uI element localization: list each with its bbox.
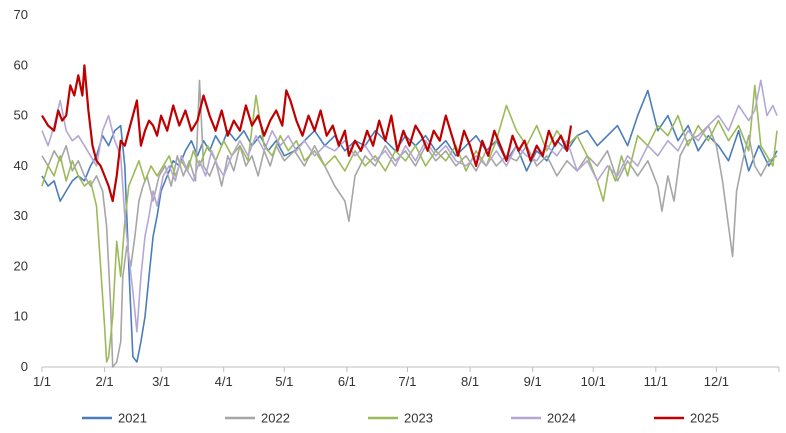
y-tick-label: 0 xyxy=(21,359,28,374)
x-tick-label: 1/1 xyxy=(33,374,51,389)
x-tick-label: 7/1 xyxy=(398,374,416,389)
legend-label-2022: 2022 xyxy=(261,411,290,426)
x-tick-label: 10/1 xyxy=(581,374,606,389)
legend-label-2023: 2023 xyxy=(404,411,433,426)
y-tick-label: 60 xyxy=(14,57,28,72)
series-layer xyxy=(41,64,778,368)
legend: 2021 2022 2023 2024 2025 xyxy=(82,411,719,426)
y-tick-label: 70 xyxy=(14,7,28,22)
legend-label-2025: 2025 xyxy=(690,411,719,426)
x-tick-label: 4/1 xyxy=(215,374,233,389)
x-tick-label: 11/1 xyxy=(644,374,668,389)
y-tick-label: 50 xyxy=(14,108,28,123)
legend-label-2024: 2024 xyxy=(547,411,576,426)
series-line-2022 xyxy=(41,79,778,368)
x-tick-label: 3/1 xyxy=(152,374,170,389)
y-tick-label: 40 xyxy=(14,158,28,173)
y-tick-label: 20 xyxy=(14,258,28,273)
series-line-2024 xyxy=(41,79,778,333)
x-tick-label: 2/1 xyxy=(96,374,114,389)
series-line-2025 xyxy=(41,64,573,203)
legend-label-2021: 2021 xyxy=(118,411,147,426)
y-tick-label: 10 xyxy=(14,309,28,324)
x-tick-label: 6/1 xyxy=(338,374,356,389)
y-tick-label: 30 xyxy=(14,208,28,223)
x-tick-label: 8/1 xyxy=(461,374,479,389)
series-line-2021 xyxy=(41,89,778,363)
x-tick-label: 5/1 xyxy=(275,374,293,389)
x-axis: 1/1 2/1 3/1 4/1 5/1 6/1 7/1 8/1 9/1 10/1 11/1 12/1 xyxy=(33,366,780,389)
x-tick-label: 9/1 xyxy=(524,374,542,389)
x-tick-label: 12/1 xyxy=(704,374,729,389)
series-line-2023 xyxy=(41,84,778,363)
y-axis: 0 10 20 30 40 50 60 70 xyxy=(14,7,28,374)
